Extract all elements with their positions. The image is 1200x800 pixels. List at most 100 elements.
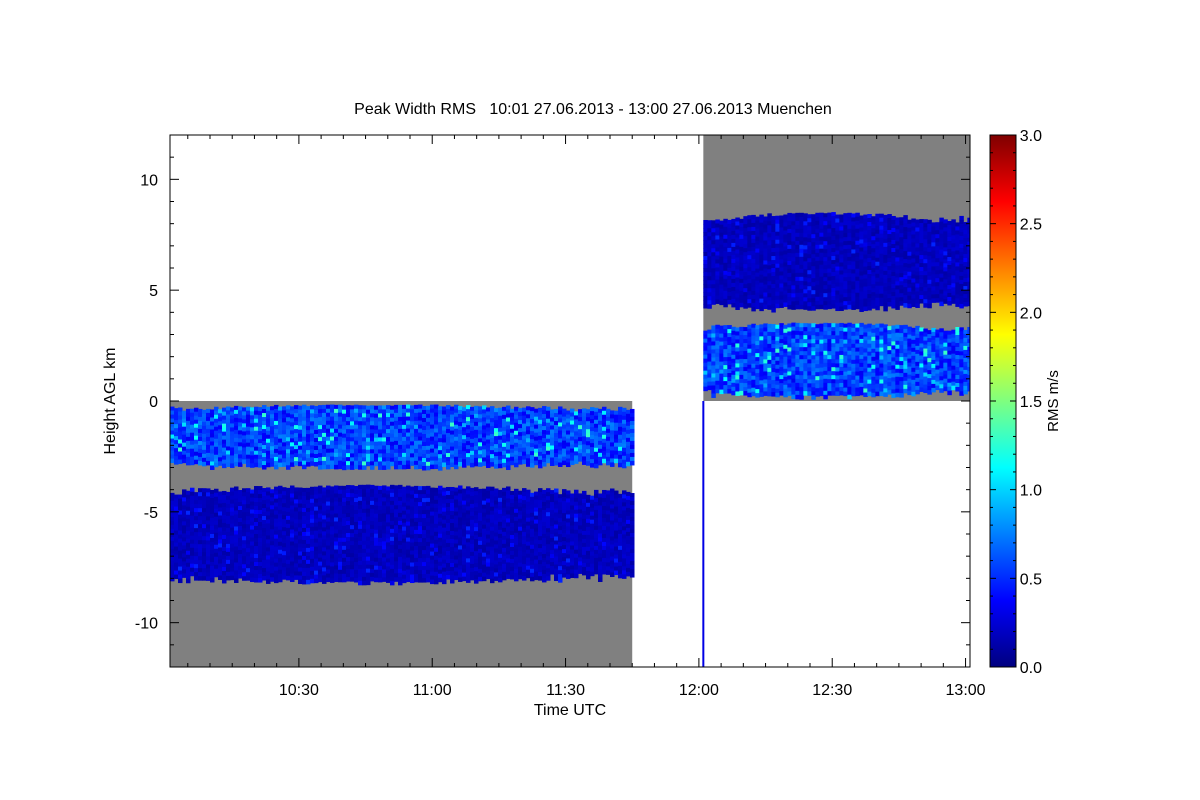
data-cell xyxy=(610,462,615,467)
data-cell xyxy=(458,549,463,554)
data-cell xyxy=(218,499,223,504)
data-cell xyxy=(170,430,175,436)
data-cell xyxy=(318,457,323,462)
data-cell xyxy=(182,545,187,550)
data-cell xyxy=(446,494,451,500)
data-cell xyxy=(286,507,291,513)
data-cell xyxy=(390,405,395,411)
data-cell xyxy=(570,541,575,546)
data-cell xyxy=(606,498,611,503)
data-cell xyxy=(222,546,227,552)
data-cell xyxy=(294,519,299,524)
data-cell xyxy=(747,251,752,256)
data-cell xyxy=(767,293,772,298)
data-cell xyxy=(751,274,756,280)
data-cell xyxy=(442,410,447,415)
data-cell xyxy=(182,493,187,498)
data-cell xyxy=(610,552,615,557)
data-cell xyxy=(791,293,796,298)
data-cell xyxy=(314,574,319,580)
data-cell xyxy=(274,526,279,532)
data-cell xyxy=(378,501,383,507)
data-cell xyxy=(759,278,764,284)
data-cell xyxy=(530,544,535,550)
data-cell xyxy=(182,513,187,518)
data-cell xyxy=(366,437,371,443)
data-cell xyxy=(486,502,491,508)
data-cell xyxy=(390,413,395,419)
data-cell xyxy=(454,416,459,422)
data-cell xyxy=(398,492,403,498)
data-cell xyxy=(334,460,339,466)
data-cell xyxy=(274,546,279,552)
data-cell xyxy=(434,456,439,462)
data-cell xyxy=(723,270,728,276)
data-cell xyxy=(783,262,788,267)
data-cell xyxy=(190,539,195,545)
data-cell xyxy=(342,421,347,427)
data-cell xyxy=(554,536,559,542)
data-cell xyxy=(723,278,728,284)
data-cell xyxy=(370,556,375,562)
data-cell xyxy=(522,427,527,433)
data-cell xyxy=(506,445,511,451)
data-cell xyxy=(194,520,199,525)
data-cell xyxy=(727,247,732,253)
data-cell xyxy=(502,462,507,468)
data-cell xyxy=(799,224,804,230)
data-cell xyxy=(362,520,367,526)
data-cell xyxy=(502,426,507,432)
data-cell xyxy=(454,408,459,414)
data-cell xyxy=(799,228,804,234)
data-cell xyxy=(230,575,235,581)
data-cell xyxy=(442,414,447,419)
data-cell xyxy=(530,492,535,498)
data-cell xyxy=(306,495,311,501)
data-cell xyxy=(594,545,599,551)
data-cell xyxy=(490,462,495,467)
data-cell xyxy=(434,491,439,497)
data-cell xyxy=(494,460,499,465)
data-cell xyxy=(598,573,603,578)
data-cell xyxy=(234,550,239,555)
data-cell xyxy=(274,448,279,454)
data-cell xyxy=(250,493,255,499)
data-cell xyxy=(402,526,407,532)
data-cell xyxy=(494,532,499,537)
data-cell xyxy=(478,458,483,463)
data-cell xyxy=(298,437,303,443)
data-cell xyxy=(330,538,335,543)
data-cell xyxy=(318,565,323,571)
data-cell xyxy=(214,438,219,444)
data-cell xyxy=(498,545,503,551)
data-cell xyxy=(470,547,475,553)
data-cell xyxy=(783,214,788,219)
data-cell xyxy=(759,262,764,268)
data-cell xyxy=(266,543,271,548)
data-cell xyxy=(274,514,279,520)
echo-layer xyxy=(170,404,635,471)
data-cell xyxy=(578,453,583,458)
data-cell xyxy=(506,522,511,527)
data-cell xyxy=(558,446,563,451)
data-cell xyxy=(498,447,503,453)
data-cell xyxy=(406,533,411,539)
data-cell xyxy=(630,521,635,526)
data-cell xyxy=(342,497,347,503)
data-cell xyxy=(783,226,788,231)
data-cell xyxy=(618,458,623,464)
data-cell xyxy=(270,450,275,455)
data-cell xyxy=(566,538,571,543)
data-cell xyxy=(234,457,239,463)
data-cell xyxy=(458,493,463,498)
data-cell xyxy=(747,279,752,284)
data-cell xyxy=(262,572,267,577)
data-cell xyxy=(486,431,491,436)
data-cell xyxy=(558,454,563,459)
data-cell xyxy=(446,570,451,576)
data-cell xyxy=(254,426,259,432)
data-cell xyxy=(346,525,351,530)
data-cell xyxy=(254,518,259,523)
data-cell xyxy=(246,504,251,509)
data-cell xyxy=(394,537,399,542)
